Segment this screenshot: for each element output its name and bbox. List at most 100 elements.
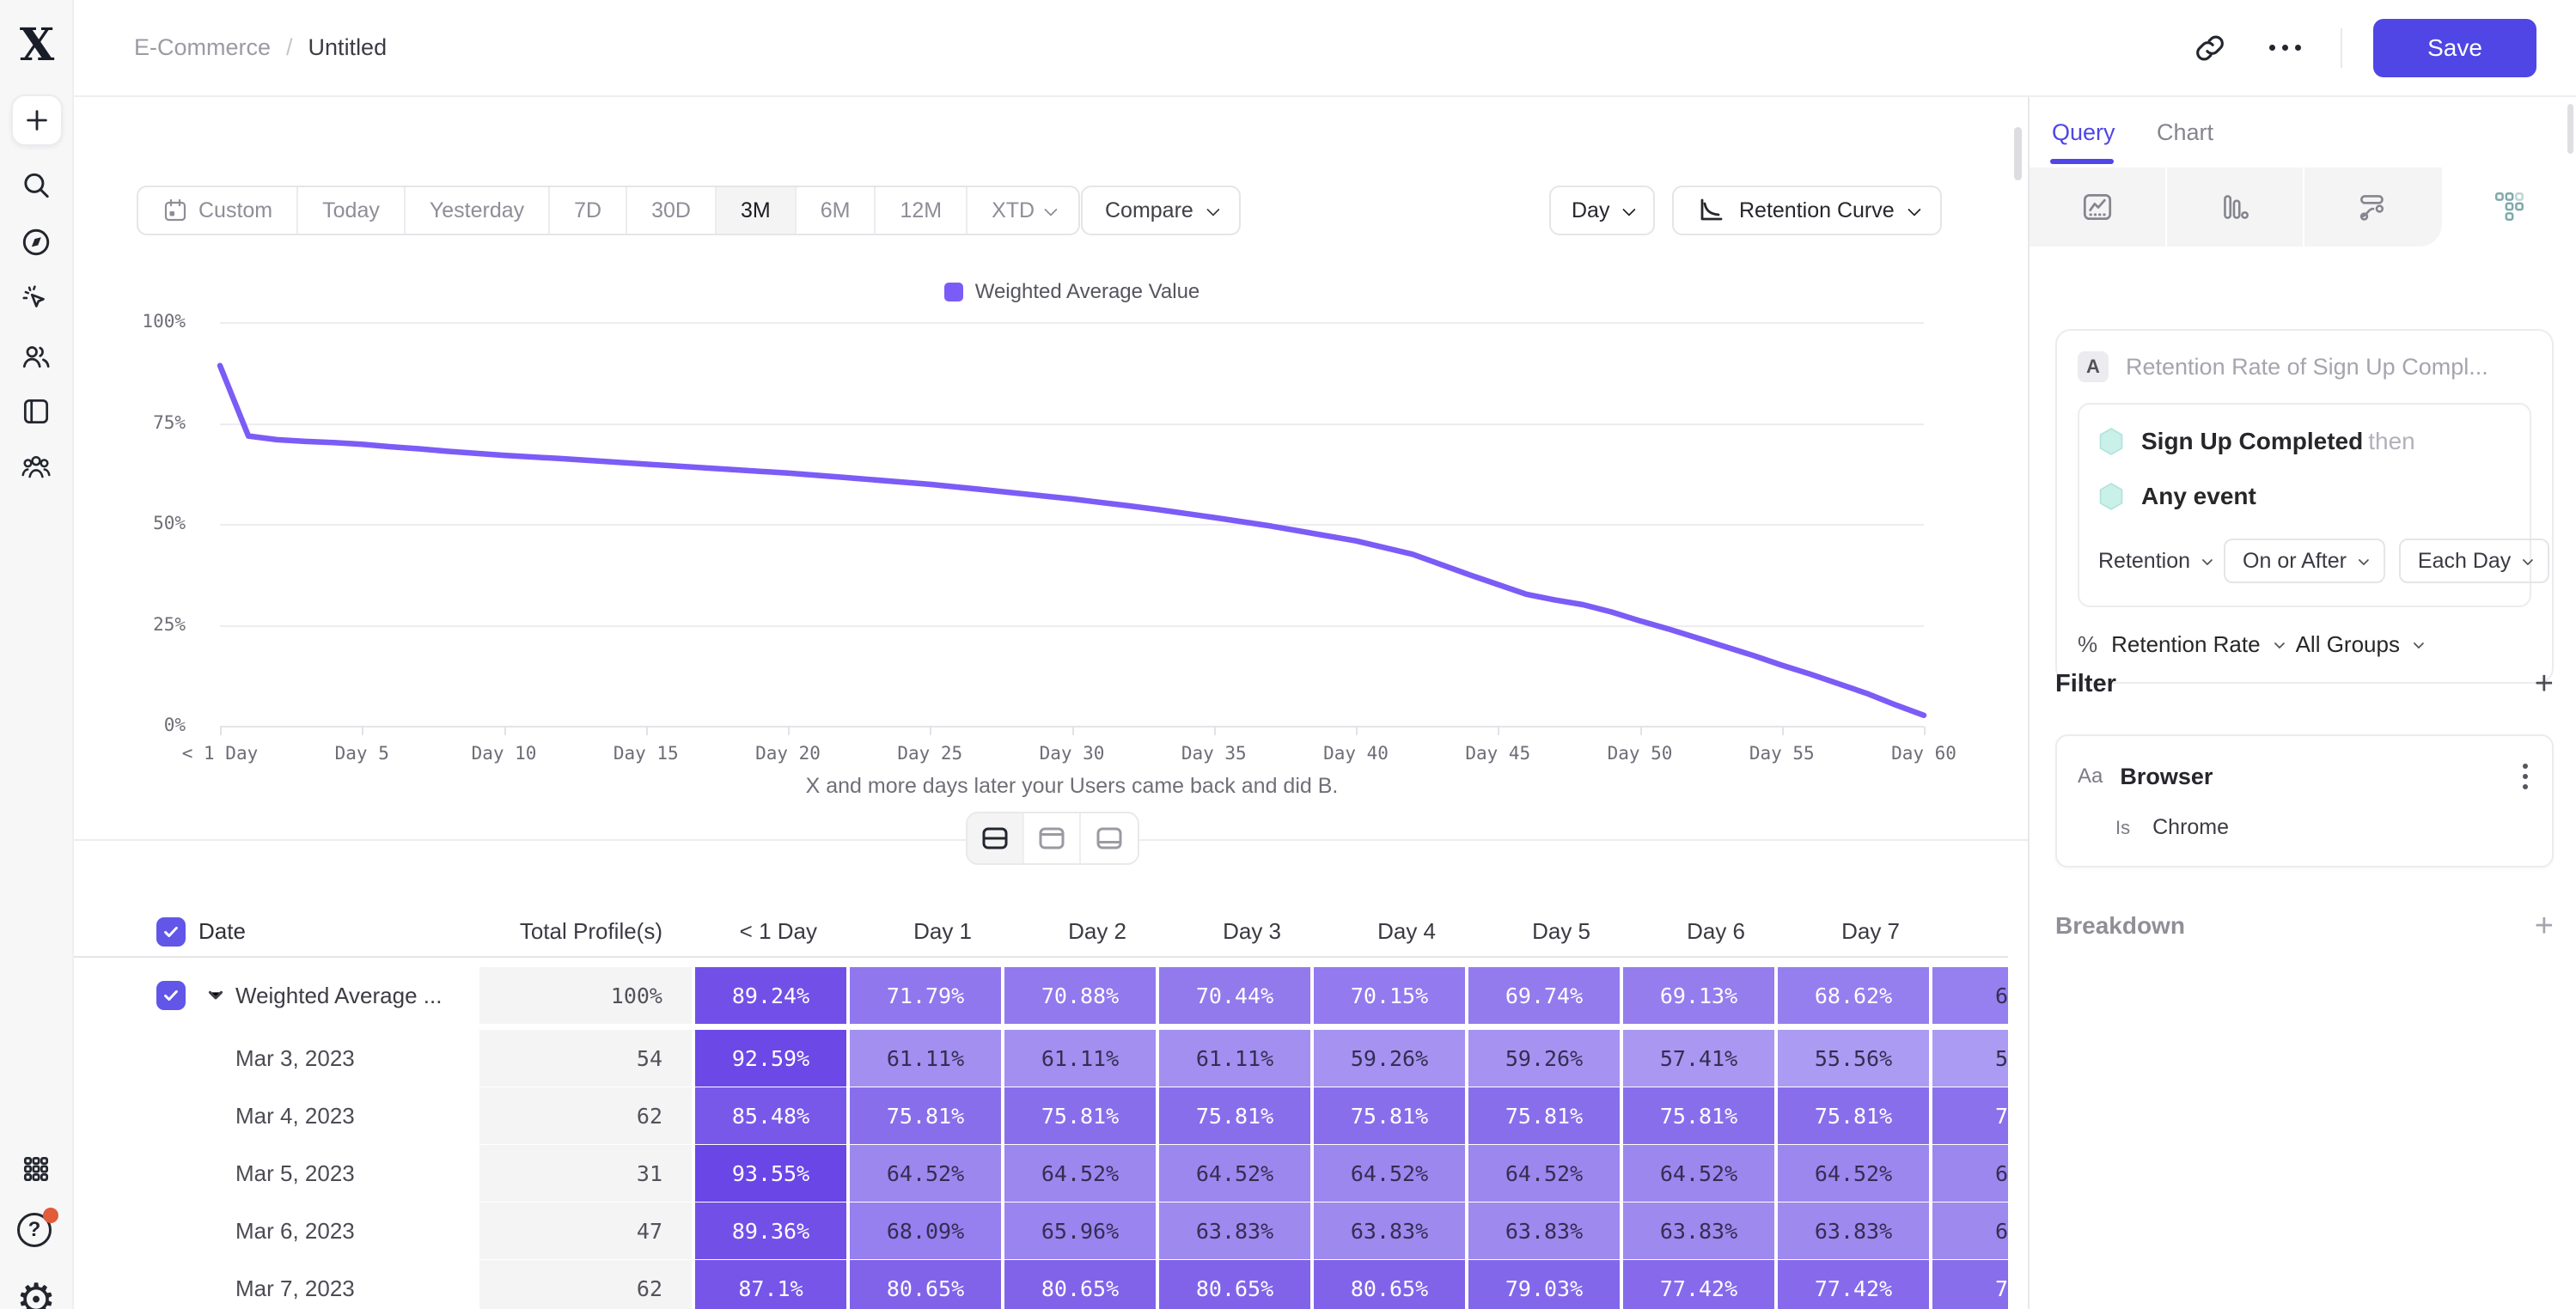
- help-button[interactable]: ?: [17, 1208, 58, 1251]
- retention-cell-value[interactable]: 93.55%: [731, 1160, 810, 1186]
- retention-cell-value[interactable]: 65.96%: [1041, 1218, 1120, 1244]
- retention-cell-value[interactable]: 75.81%: [1195, 1103, 1274, 1129]
- retention-cell-value[interactable]: 70.88%: [1041, 983, 1120, 1008]
- retention-cell-value[interactable]: 89.36%: [731, 1218, 810, 1244]
- retention-cell-value[interactable]: 64.52%: [1814, 1160, 1893, 1186]
- retention-cell-value[interactable]: 64.52%: [886, 1160, 965, 1186]
- retention-cell-value[interactable]: 75.81%: [1659, 1103, 1738, 1129]
- retention-cell-value[interactable]: 77.42%: [1814, 1276, 1893, 1301]
- column-header-total[interactable]: Total Profile(s): [519, 917, 662, 944]
- retention-cell-value[interactable]: 75.81%: [1505, 1103, 1584, 1129]
- copy-link-icon[interactable]: [2190, 28, 2230, 68]
- retention-cell-value[interactable]: 63.83%: [1350, 1218, 1429, 1244]
- groups-dropdown[interactable]: All Groups: [2295, 631, 2400, 657]
- retention-cell-value[interactable]: 61.11%: [1195, 1045, 1274, 1071]
- retention-cell-value[interactable]: 75.81%: [886, 1103, 965, 1129]
- retention-cell-value[interactable]: 61.11%: [1041, 1045, 1120, 1071]
- retention-cell-value[interactable]: 75.81%: [1350, 1103, 1429, 1129]
- range-3m[interactable]: 3M: [716, 187, 797, 234]
- add-filter-button[interactable]: +: [2534, 666, 2554, 702]
- retention-cell-value[interactable]: 87.1%: [738, 1276, 803, 1301]
- retention-cell-value[interactable]: 85.48%: [731, 1103, 810, 1129]
- retention-cell-value[interactable]: 79.03%: [1505, 1276, 1584, 1301]
- retention-cell-value[interactable]: 80.65%: [1195, 1276, 1274, 1301]
- range-6m[interactable]: 6M: [797, 187, 876, 234]
- retention-cell-value[interactable]: 70.15%: [1350, 983, 1429, 1008]
- column-header-day[interactable]: Day 1: [913, 917, 972, 944]
- retention-tab-icon[interactable]: [2442, 167, 2576, 247]
- granularity-dropdown[interactable]: Day: [1549, 186, 1656, 235]
- range-12m[interactable]: 12M: [876, 187, 968, 234]
- insights-tab-icon[interactable]: [2030, 167, 2167, 247]
- column-header-day[interactable]: Day 7: [1841, 917, 1900, 944]
- retention-cell-value[interactable]: 64.52%: [1505, 1160, 1584, 1186]
- app-logo[interactable]: X: [19, 19, 55, 71]
- checkbox[interactable]: [156, 917, 186, 947]
- event-step[interactable]: Sign Up Completed then: [2098, 427, 2511, 456]
- range-yesterday[interactable]: Yesterday: [406, 187, 551, 234]
- bar-chart-tab-icon[interactable]: [2167, 167, 2304, 247]
- filter-options-icon[interactable]: [2519, 760, 2531, 793]
- expand-chevron-icon[interactable]: [204, 983, 227, 1006]
- column-header-date[interactable]: Date: [198, 917, 246, 944]
- new-analysis-button[interactable]: [11, 94, 63, 146]
- retention-cell-partial[interactable]: 63: [1994, 1218, 2008, 1244]
- filter-item[interactable]: Aa Browser Is Chrome: [2055, 734, 2554, 868]
- retention-cell-partial[interactable]: 68: [1994, 983, 2008, 1008]
- boards-icon[interactable]: [20, 395, 52, 428]
- retention-cell-value[interactable]: 70.44%: [1195, 983, 1274, 1008]
- retention-cell-value[interactable]: 69.13%: [1659, 983, 1738, 1008]
- retention-cell-value[interactable]: 61.11%: [886, 1045, 965, 1071]
- retention-cell-value[interactable]: 55.56%: [1814, 1045, 1893, 1071]
- panel-scrollbar[interactable]: [2567, 104, 2573, 154]
- flows-tab-icon[interactable]: [2304, 167, 2442, 247]
- retention-cell-value[interactable]: 71.79%: [886, 983, 965, 1008]
- retention-cell-partial[interactable]: 55: [1994, 1045, 2008, 1071]
- retention-cell-value[interactable]: 80.65%: [1350, 1276, 1429, 1301]
- explore-icon[interactable]: [20, 226, 52, 259]
- range-xtd[interactable]: XTD: [968, 187, 1078, 234]
- retention-cell-partial[interactable]: 74: [1994, 1103, 2008, 1129]
- retention-cell-value[interactable]: 77.42%: [1659, 1276, 1738, 1301]
- retention-cell-value[interactable]: 59.26%: [1505, 1045, 1584, 1071]
- chart-only-toggle[interactable]: [1024, 813, 1081, 863]
- retention-cell-value[interactable]: 63.83%: [1505, 1218, 1584, 1244]
- query-title[interactable]: Retention Rate of Sign Up Compl...: [2126, 353, 2488, 380]
- cohorts-icon[interactable]: [20, 450, 52, 483]
- event-step[interactable]: Any event: [2098, 482, 2511, 511]
- retention-cell-value[interactable]: 75.81%: [1814, 1103, 1893, 1129]
- range-7d[interactable]: 7D: [550, 187, 628, 234]
- retention-cell-value[interactable]: 57.41%: [1659, 1045, 1738, 1071]
- column-header-day[interactable]: Day 3: [1223, 917, 1281, 944]
- column-header-day[interactable]: < 1 Day: [739, 917, 817, 944]
- users-icon[interactable]: [20, 340, 52, 373]
- retention-cell-value[interactable]: 64.52%: [1041, 1160, 1120, 1186]
- column-header-day[interactable]: Day 2: [1068, 917, 1126, 944]
- column-header-day[interactable]: Day 4: [1377, 917, 1436, 944]
- search-icon[interactable]: [20, 169, 52, 202]
- retention-cell-value[interactable]: 63.83%: [1814, 1218, 1893, 1244]
- retention-cell-value[interactable]: 80.65%: [886, 1276, 965, 1301]
- retention-dropdown[interactable]: Retention: [2098, 549, 2213, 574]
- column-header-day[interactable]: Day 6: [1687, 917, 1745, 944]
- split-view-toggle[interactable]: [968, 813, 1024, 863]
- more-options-icon[interactable]: [2261, 36, 2310, 59]
- range-custom[interactable]: Custom: [138, 187, 299, 234]
- add-breakdown-button[interactable]: +: [2534, 908, 2554, 944]
- tab-chart[interactable]: Chart: [2157, 119, 2214, 145]
- retention-cell-value[interactable]: 69.74%: [1505, 983, 1584, 1008]
- retention-cell-partial[interactable]: 64: [1994, 1160, 2008, 1186]
- retention-cell-value[interactable]: 63.83%: [1195, 1218, 1274, 1244]
- save-button[interactable]: Save: [2373, 18, 2536, 77]
- retention-cell-value[interactable]: 64.52%: [1659, 1160, 1738, 1186]
- retention-cell-value[interactable]: 68.62%: [1814, 983, 1893, 1008]
- checkbox[interactable]: [156, 981, 186, 1010]
- on-or-after-dropdown[interactable]: On or After: [2224, 539, 2385, 583]
- retention-cell-value[interactable]: 89.24%: [731, 983, 810, 1008]
- filter-value[interactable]: Chrome: [2152, 815, 2230, 839]
- each-day-dropdown[interactable]: Each Day: [2398, 539, 2550, 583]
- retention-cell-value[interactable]: 64.52%: [1350, 1160, 1429, 1186]
- breadcrumb-project[interactable]: E-Commerce: [134, 34, 272, 60]
- retention-cell-partial[interactable]: 75: [1994, 1276, 2008, 1301]
- range-30d[interactable]: 30D: [627, 187, 717, 234]
